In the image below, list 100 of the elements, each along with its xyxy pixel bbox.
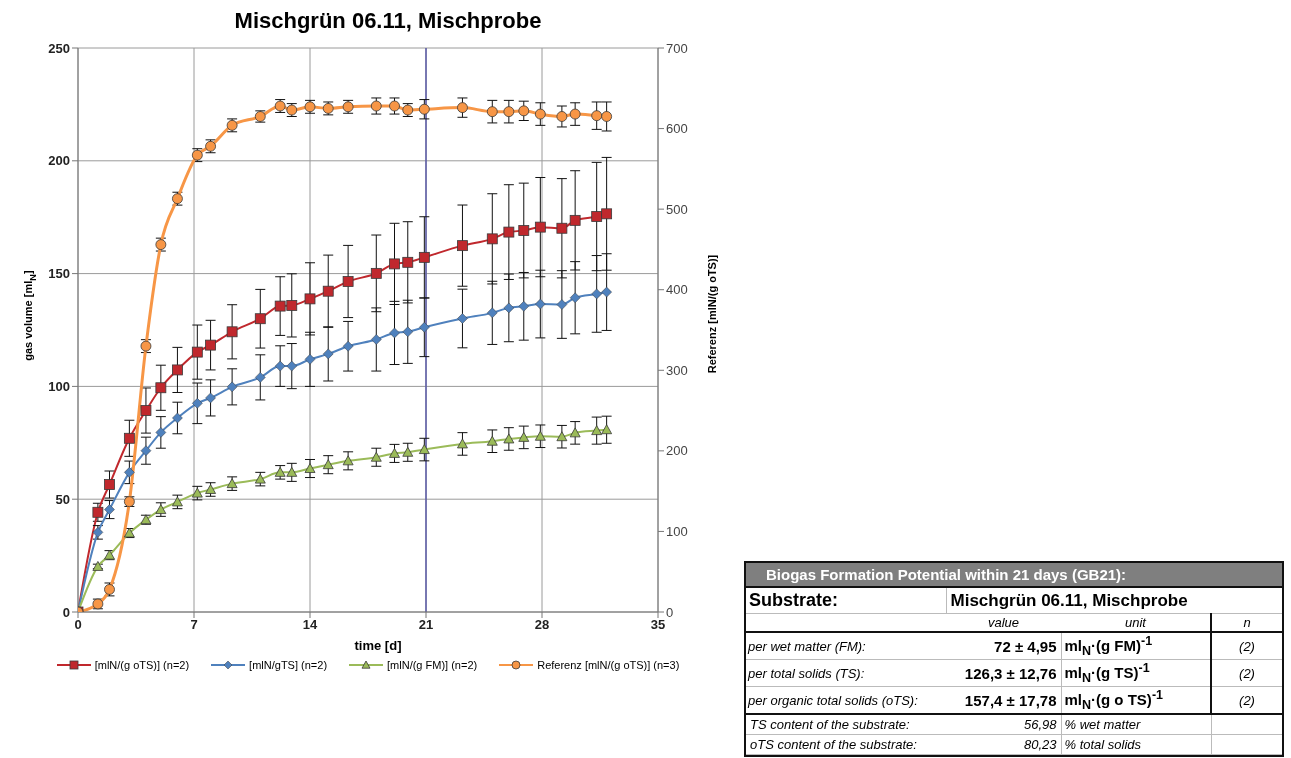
point: [304, 354, 316, 365]
point: [591, 211, 603, 222]
x-axis-title: time [d]: [354, 638, 402, 653]
point: [591, 110, 603, 122]
point: [487, 307, 498, 319]
point: [534, 221, 546, 233]
point: [535, 298, 546, 310]
legend-label: [mlN/gTS] (n=2): [249, 659, 328, 671]
text: 157,4 ± 17,78: [964, 691, 1057, 709]
text: Mischgrün 06.11, Mischprobe: [950, 590, 1188, 610]
y-tick-label: 250: [48, 40, 70, 56]
point: [286, 300, 298, 311]
point: [304, 463, 316, 473]
point: [286, 360, 298, 372]
point: [518, 301, 530, 312]
text: unit: [1125, 615, 1146, 630]
text: per wet matter (FM):: [748, 638, 866, 654]
point: [123, 432, 135, 444]
y-tick-label: 50: [55, 491, 70, 507]
point: [155, 427, 167, 438]
text: Substrate:: [749, 590, 839, 610]
point: [140, 445, 152, 456]
point: [419, 322, 430, 333]
point: [503, 302, 515, 314]
point: [205, 339, 216, 351]
point: [418, 251, 430, 263]
y2-tick-label: 100: [666, 524, 688, 540]
point: [322, 348, 334, 360]
point: [569, 214, 581, 226]
point: [556, 222, 568, 234]
text: ml$_{N}$·(g FM)$^{-1}$: [1064, 634, 1153, 658]
point: [342, 340, 354, 352]
text: (2): [1239, 692, 1255, 708]
point: [226, 326, 238, 338]
point: [124, 467, 135, 478]
point: [569, 427, 581, 438]
point: [370, 451, 382, 462]
y2-tick-label: 300: [666, 362, 688, 378]
point: [92, 506, 104, 518]
y2-tick-label: 500: [666, 201, 688, 217]
y-tick-label: 150: [48, 266, 70, 282]
point: [226, 381, 238, 393]
point: [402, 256, 414, 268]
point: [503, 106, 515, 118]
point: [286, 466, 298, 477]
point: [503, 433, 515, 444]
point: [322, 459, 334, 470]
point: [104, 504, 115, 515]
point: [457, 438, 468, 449]
point: [172, 364, 183, 376]
text: oTS content of the substrate:: [750, 737, 917, 752]
text: TS content of the substrate:: [750, 717, 910, 732]
point: [534, 430, 546, 441]
point: [389, 327, 400, 339]
text: per total solids (TS):: [748, 665, 865, 681]
point: [418, 444, 430, 454]
point: [342, 276, 354, 287]
x-tick-label: 21: [418, 617, 434, 633]
point: [486, 233, 498, 245]
x-tick-label: 0: [74, 617, 82, 633]
y-tick-label: 100: [48, 379, 70, 395]
point: [457, 102, 468, 114]
text: value: [987, 615, 1020, 630]
y-tick-label: 200: [48, 153, 70, 169]
point: [389, 258, 400, 270]
point: [601, 286, 612, 298]
text: % wet matter: [1064, 717, 1141, 732]
point: [569, 292, 581, 303]
y2-axis-title: Referenz [mlN/(g oTS)]: [706, 254, 718, 374]
point: [140, 405, 152, 416]
text: 80,23: [1023, 737, 1057, 752]
x-tick-label: 28: [534, 617, 550, 633]
point: [342, 455, 354, 466]
point: [418, 103, 430, 115]
point: [192, 398, 203, 409]
point: [402, 326, 414, 338]
point: [104, 479, 115, 490]
point: [556, 431, 568, 442]
text: n: [1243, 615, 1251, 630]
point: [569, 108, 581, 120]
y2-tick-label: 600: [666, 121, 688, 137]
point: [486, 106, 498, 118]
point: [518, 431, 530, 442]
point: [205, 392, 216, 404]
point: [389, 448, 400, 458]
point: [370, 267, 382, 279]
point: [457, 313, 468, 324]
text: ml$_{N}$·(g o TS)$^{-1}$: [1064, 688, 1163, 712]
text: (2): [1239, 665, 1255, 681]
point: [503, 226, 515, 238]
point: [172, 412, 183, 424]
y2-tick-label: 0: [666, 604, 674, 620]
legend-label: [mlN/(g FM)] (n=2): [387, 659, 478, 671]
text: (2): [1239, 638, 1255, 654]
text: 56,98: [1023, 717, 1057, 732]
x-tick-label: 14: [302, 617, 318, 633]
y-tick-label: 0: [62, 604, 70, 620]
y2-tick-label: 700: [666, 40, 688, 56]
point: [274, 300, 286, 312]
point: [457, 240, 468, 252]
